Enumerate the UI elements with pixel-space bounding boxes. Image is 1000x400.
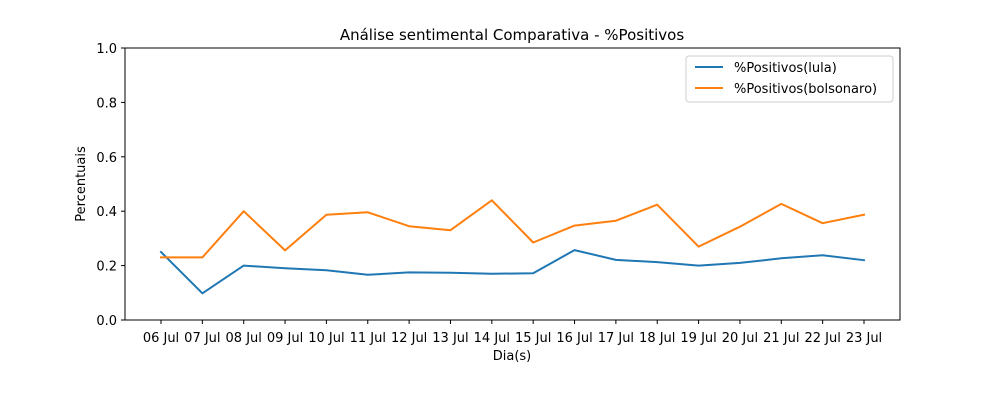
y-tick-label: 0.0 (96, 314, 117, 329)
x-tick-label: 17 Jul (598, 331, 634, 346)
y-tick-label: 0.6 (96, 151, 117, 166)
legend-label-bolsonaro: %Positivos(bolsonaro) (734, 82, 877, 97)
x-tick-label: 06 Jul (143, 331, 179, 346)
x-axis-label: Dia(s) (493, 349, 532, 364)
x-tick-label: 18 Jul (639, 331, 675, 346)
legend-box (685, 55, 894, 103)
y-axis-label: Percentuais (74, 146, 89, 222)
x-tick-label: 10 Jul (308, 331, 344, 346)
x-tick-label: 12 Jul (391, 331, 427, 346)
plot-area-frame (124, 47, 901, 321)
x-tick-label: 22 Jul (804, 331, 840, 346)
y-tick-label: 0.8 (96, 96, 117, 111)
y-tick-label: 1.0 (96, 42, 117, 57)
x-tick-label: 09 Jul (267, 331, 303, 346)
chart-title: Análise sentimental Comparativa - %Posit… (340, 26, 684, 44)
y-axis: 0.0 0.2 0.4 0.6 0.8 1.0 (96, 42, 125, 329)
series-line-positivos-bolsonaro (160, 199, 866, 259)
y-tick-label: 0.4 (96, 205, 117, 220)
x-tick-label: 13 Jul (432, 331, 468, 346)
x-tick-label: 19 Jul (680, 331, 716, 346)
x-tick-label: 21 Jul (763, 331, 799, 346)
series-layer (159, 199, 866, 295)
x-tick-label: 16 Jul (556, 331, 592, 346)
series-line-positivos-lula (159, 249, 866, 295)
x-tick-label: 08 Jul (226, 331, 262, 346)
x-tick-label: 07 Jul (184, 331, 220, 346)
x-tick-label: 11 Jul (350, 331, 386, 346)
x-tick-label: 14 Jul (474, 331, 510, 346)
x-tick-label: 20 Jul (722, 331, 758, 346)
x-tick-label: 15 Jul (515, 331, 551, 346)
legend: %Positivos(lula) %Positivos(bolsonaro) (685, 55, 894, 103)
y-tick-label: 0.2 (96, 260, 117, 275)
legend-label-lula: %Positivos(lula) (734, 61, 837, 76)
x-axis: 06 Jul 07 Jul 08 Jul 09 Jul 10 Jul 11 Jul 12 J… (143, 320, 882, 346)
x-tick-label: 23 Jul (846, 331, 882, 346)
